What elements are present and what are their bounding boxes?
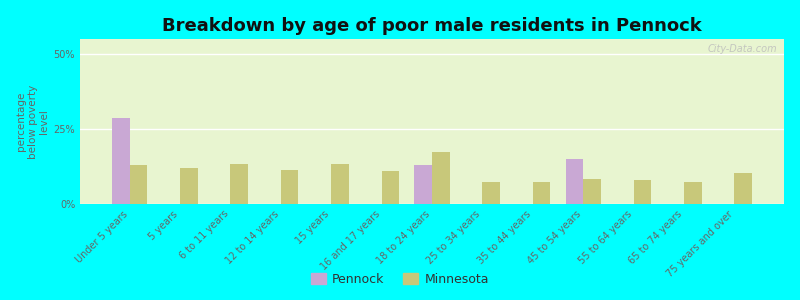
Y-axis label: percentage
below poverty
level: percentage below poverty level [16, 84, 50, 159]
Bar [734, 172, 752, 204]
Bar [684, 182, 702, 204]
Bar [566, 159, 583, 204]
Text: City-Data.com: City-Data.com [707, 44, 777, 54]
Bar [432, 152, 450, 204]
Bar [634, 180, 651, 204]
Bar [533, 182, 550, 204]
Bar [482, 182, 500, 204]
Legend: Pennock, Minnesota: Pennock, Minnesota [306, 268, 494, 291]
Bar [281, 169, 298, 204]
Bar [230, 164, 248, 204]
Bar [112, 118, 130, 204]
Bar [130, 165, 147, 204]
Bar [180, 168, 198, 204]
Title: Breakdown by age of poor male residents in Pennock: Breakdown by age of poor male residents … [162, 17, 702, 35]
Bar [331, 164, 349, 204]
Bar [414, 165, 432, 204]
Bar [382, 171, 399, 204]
Bar [583, 178, 601, 204]
